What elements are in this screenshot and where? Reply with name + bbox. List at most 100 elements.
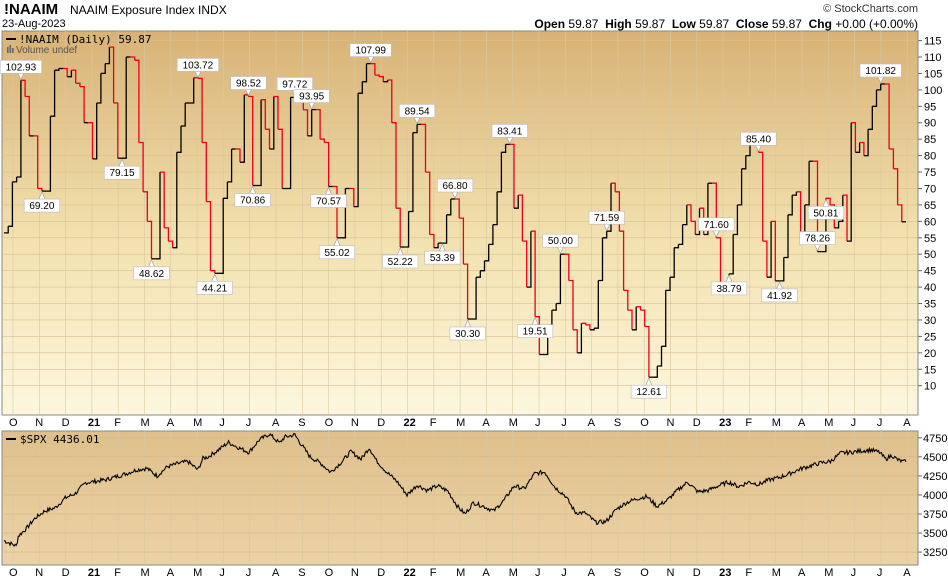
naaim-y-tick-label: 115 (924, 36, 942, 48)
naaim-x-tick-label: F (114, 417, 121, 429)
spx-x-tick-label: D (377, 567, 385, 579)
naaim-line-segment (644, 325, 650, 378)
data-label-box (761, 288, 798, 303)
naaim-line-segment (219, 198, 224, 274)
data-label: 85.40 (746, 134, 771, 145)
naaim-line-segment (611, 182, 616, 192)
spx-x-tick-label: M (509, 567, 518, 579)
spx-y-tick-label: 3500 (923, 528, 947, 540)
naaim-line-segment (20, 79, 26, 97)
naaim-x-tick-label: F (430, 417, 437, 429)
spx-x-tick-label: O (640, 567, 649, 579)
copyright-link[interactable]: © StockCharts.com (823, 3, 918, 15)
naaim-x-tick-label: A (482, 417, 490, 429)
data-label: 103.72 (183, 60, 214, 71)
naaim-line-segment (261, 99, 266, 130)
naaim-line-segment (181, 103, 186, 127)
data-label-box (424, 250, 461, 265)
data-label-box (859, 63, 902, 78)
naaim-line-segment (96, 73, 102, 104)
naaim-line-segment (779, 257, 785, 282)
data-label: 53.39 (430, 253, 455, 264)
naaim-line-segment (113, 102, 119, 159)
naaim-line-segment (358, 81, 363, 94)
naaim-line-segment (105, 47, 111, 65)
open-label: Open (534, 17, 566, 31)
data-label-box (516, 324, 554, 339)
naaim-line-segment (197, 77, 203, 143)
naaim-line-segment (594, 280, 599, 329)
naaim-x-tick-label: F (745, 417, 752, 429)
naaim-line-segment (240, 94, 245, 163)
naaim-line-segment (623, 289, 629, 311)
naaim-line-segment (286, 97, 292, 190)
naaim-line-segment (889, 148, 895, 169)
naaim-line-segment (307, 109, 313, 137)
naaim-line-segment (653, 366, 658, 378)
naaim-x-tick-label: J (561, 417, 567, 429)
naaim-line-segment (514, 195, 519, 209)
naaim-line-segment (63, 67, 68, 77)
naaim-x-tick-label: A (588, 417, 596, 429)
spx-x-axis: O N D 21 F M A M J J A S O N D 22 F M A M J J A S O N D 23 F M A M J J A (9, 567, 911, 579)
naaim-line-segment (193, 77, 199, 79)
naaim-line-segment (278, 128, 283, 189)
naaim-line-segment (379, 76, 384, 82)
data-label: 98.52 (236, 79, 261, 90)
spx-x-tick-label: A (588, 567, 596, 579)
spx-x-tick-label: A (272, 567, 280, 579)
data-label-box (133, 266, 170, 281)
naaim-line-segment (421, 123, 427, 173)
high-value: 59.87 (635, 17, 666, 31)
naaim-line-segment (509, 143, 515, 209)
naaim-line-segment (429, 233, 435, 248)
naaim-line-segment (535, 316, 540, 355)
naaim-line-segment (632, 306, 637, 331)
naaim-line-segment (526, 231, 532, 288)
spx-line (3, 433, 907, 547)
data-label-box (382, 254, 419, 269)
data-label-box (0, 59, 42, 74)
naaim-line-segment (851, 122, 857, 153)
naaim-y-tick-label: 105 (924, 68, 942, 80)
naaim-x-tick-label: S (614, 417, 621, 429)
naaim-line-segment (897, 204, 903, 222)
naaim-line-segment (248, 95, 254, 186)
spx-y-tick-label: 4750 (923, 433, 947, 445)
data-label: 97.72 (282, 79, 307, 90)
data-label-box (630, 384, 667, 399)
spx-x-tick-label: O (9, 567, 18, 579)
data-label: 48.62 (139, 269, 164, 280)
data-label-box (449, 326, 486, 341)
naaim-x-tick-label: D (62, 417, 70, 429)
symbol-description: NAAIM Exposure Index INDX (70, 3, 227, 17)
naaim-line-segment (404, 211, 410, 248)
naaim-line-segment (50, 70, 56, 117)
data-label: 107.99 (355, 46, 386, 57)
naaim-line-segment (235, 148, 241, 163)
naaim-line-segment (863, 129, 869, 157)
spx-x-tick-label: F (114, 567, 121, 579)
naaim-y-tick-label: 110 (924, 52, 942, 64)
spx-x-tick-label: J (246, 567, 252, 579)
naaim-line-segment (686, 204, 692, 222)
data-label: 44.21 (202, 283, 227, 294)
naaim-line-segment (530, 230, 536, 317)
naaim-line-segment (518, 194, 524, 242)
naaim-line-segment (813, 160, 819, 252)
naaim-line-segment (830, 204, 835, 228)
naaim-x-tick-label: N (35, 417, 43, 429)
data-label: 66.80 (442, 181, 467, 192)
naaim-line-segment (25, 95, 30, 136)
spx-legend: $SPX 4436.01 (6, 433, 99, 446)
naaim-line-segment (678, 224, 684, 246)
naaim-y-tick-label: 55 (924, 233, 936, 245)
naaim-y-tick-label: 95 (924, 101, 936, 113)
naaim-line-segment (640, 309, 646, 327)
naaim-y-tick-label: 75 (924, 167, 936, 179)
naaim-line-segment (577, 323, 583, 354)
naaim-line-segment (425, 171, 431, 235)
data-label: 71.60 (704, 220, 729, 231)
naaim-y-axis: 10 15 20 25 30 35 40 45 50 55 60 65 70 75 80 85 90 95 100 1… (918, 36, 942, 393)
naaim-line-segment (370, 62, 376, 76)
